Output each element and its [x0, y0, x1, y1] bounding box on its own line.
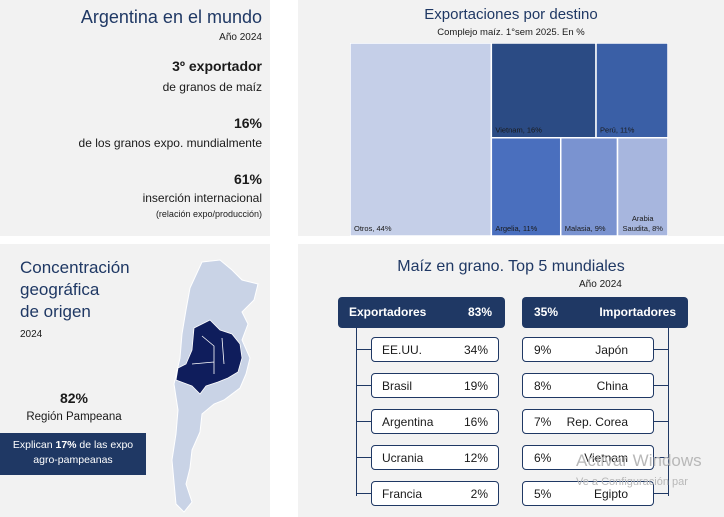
importer-branch — [654, 493, 668, 494]
exporters-connector — [356, 328, 357, 496]
panel-title: Argentina en el mundo — [80, 7, 262, 27]
argentina-world-panel: Argentina en el mundo Año 2024 3º export… — [0, 0, 270, 236]
importer-branch — [654, 421, 668, 422]
importer-share: 9% — [534, 343, 552, 357]
treemap-label: Malasia, 9% — [565, 224, 606, 233]
panel-title: Maíz en grano. Top 5 mundiales — [397, 258, 625, 275]
importer-row: Egipto 5% — [522, 481, 654, 506]
panel-year: Año 2024 — [579, 279, 622, 290]
pampeana-share: 82% — [59, 390, 89, 406]
stat-world-share-label: de los granos expo. mundialmente — [78, 136, 262, 150]
treemap-tile-per- — [595, 43, 668, 139]
exporter-row: Ucrania 12% — [371, 445, 499, 470]
activation-watermark: Activar Windows — [576, 451, 702, 470]
exporter-country: Brasil — [382, 379, 413, 393]
importer-country: China — [596, 379, 628, 393]
exporter-country: Argentina — [382, 415, 434, 429]
treemap-tile-malasia — [559, 136, 619, 236]
exporter-share: 16% — [463, 415, 488, 429]
panel-year: 2024 — [20, 329, 43, 340]
importer-row: China 8% — [522, 373, 654, 398]
treemap-label: Otros, 44% — [354, 224, 392, 233]
exporter-country: Ucrania — [382, 451, 424, 465]
stat-exporter-rank-label: de granos de maíz — [162, 80, 262, 94]
treemap-tile-arabia-saudita — [616, 136, 668, 236]
importers-header: 35% Importadores — [522, 297, 688, 328]
importer-branch — [654, 349, 668, 350]
treemap-label: Arabia — [632, 214, 655, 223]
treemap-tile-vietnam — [490, 43, 597, 139]
title-line: de origen — [20, 302, 91, 321]
exporter-branch — [356, 385, 371, 386]
importer-branch — [654, 385, 668, 386]
exporter-row: Argentina 16% — [371, 409, 499, 434]
exports-destination-panel: Exportaciones por destino Complejo maíz.… — [298, 0, 724, 236]
pampeana-region — [175, 319, 243, 395]
title-line: geográfica — [20, 280, 100, 299]
importer-row: Rep. Corea 7% — [522, 409, 654, 434]
importer-row: Japón 9% — [522, 337, 654, 362]
exporter-branch — [356, 421, 371, 422]
geographic-origin-panel: Concentración geográfica de origen 2024 … — [0, 244, 270, 517]
title-line: Concentración — [20, 258, 130, 277]
exporter-share: 19% — [463, 379, 488, 393]
importer-country: Japón — [595, 343, 628, 357]
importer-country: Vietnam — [584, 451, 628, 465]
panel-title: Concentración geográfica de origen — [20, 257, 130, 323]
pampeana-label: Región Pampeana — [26, 411, 122, 423]
stat-insertion-label: inserción internacional — [142, 191, 262, 205]
importer-country: Egipto — [593, 487, 628, 501]
treemap-tile-otros — [350, 43, 493, 236]
panel-year: Año 2024 — [219, 32, 262, 43]
stat-world-share: 16% — [233, 115, 262, 131]
importer-share: 6% — [534, 451, 552, 465]
chart-subtitle: Complejo maíz. 1°sem 2025. En % — [437, 27, 585, 38]
exporter-row: Brasil 19% — [371, 373, 499, 398]
stat-exporter-rank: 3º exportador — [172, 58, 262, 74]
treemap-label: Vietnam, 16% — [495, 126, 542, 135]
exporter-share: 2% — [470, 487, 488, 501]
exporter-row: EE.UU. 34% — [371, 337, 499, 362]
exporters-header: Exportadores 83% — [338, 297, 505, 328]
importer-share: 8% — [534, 379, 552, 393]
explain-box: Explican 17% de las expo agro-pampeanas — [0, 433, 146, 475]
exporter-share: 12% — [463, 451, 488, 465]
importer-share: 5% — [534, 487, 552, 501]
top5-panel: Maíz en grano. Top 5 mundiales Año 2024 … — [298, 244, 724, 517]
importer-branch — [654, 457, 668, 458]
treemap-chart: Otros, 44% Vietnam, 16% Perú, 11% Argelia, … — [350, 43, 668, 236]
treemap-label: Argelia, 11% — [495, 224, 537, 233]
chart-title: Exportaciones por destino — [424, 6, 598, 23]
exporter-row: Francia 2% — [371, 481, 499, 506]
treemap-label: Perú, 11% — [600, 126, 635, 135]
exporter-country: Francia — [382, 487, 423, 501]
stat-insertion: 61% — [233, 171, 262, 187]
explain-line-1: Explican 17% de las expo — [12, 439, 134, 451]
activation-watermark-sub: Ve a Configuración par — [576, 476, 688, 488]
exporter-branch — [356, 349, 371, 350]
argentina-outline — [171, 259, 259, 513]
treemap-tile-argelia — [490, 136, 562, 236]
importer-row: Vietnam 6% — [522, 445, 654, 470]
exporter-country: EE.UU. — [382, 343, 423, 357]
exporter-share: 34% — [463, 343, 488, 357]
importer-share: 7% — [534, 415, 552, 429]
exporter-branch — [356, 493, 371, 494]
importer-country: Rep. Corea — [566, 415, 628, 429]
stat-insertion-note: (relación expo/producción) — [155, 209, 262, 219]
argentina-map-icon — [171, 259, 259, 513]
treemap-label: Saudita, 8% — [623, 224, 664, 233]
explain-line-2: agro-pampeanas — [33, 454, 113, 466]
exporter-branch — [356, 457, 371, 458]
importers-connector — [668, 328, 669, 496]
